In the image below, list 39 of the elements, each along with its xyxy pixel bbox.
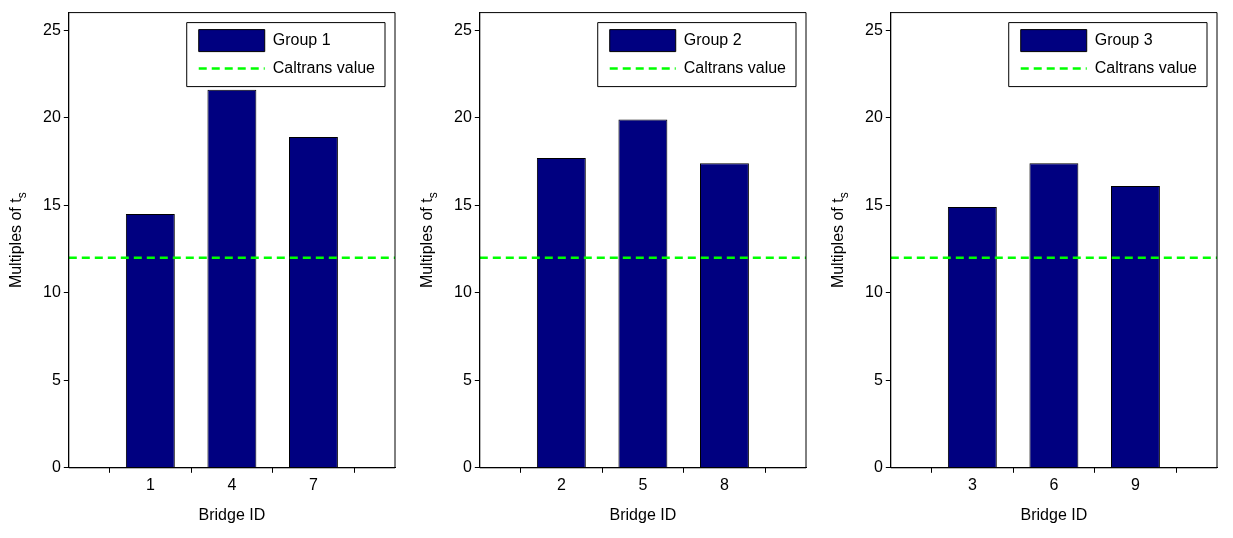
x-tick-label: 1 — [145, 475, 155, 493]
legend-label: Group 3 — [1094, 31, 1153, 49]
x-tick-label: 6 — [1049, 475, 1059, 493]
y-tick-label: 0 — [462, 458, 472, 476]
y-axis-title: Multiples of ts — [829, 192, 851, 289]
legend-label: Caltrans value — [1094, 59, 1198, 77]
y-tick-label: 0 — [51, 458, 61, 476]
y-tick-label: 15 — [454, 195, 472, 213]
y-tick-label: 25 — [43, 20, 61, 38]
y-axis-title: Multiples of ts — [7, 192, 29, 289]
y-tick-label: 25 — [454, 20, 472, 38]
legend-label: Caltrans value — [683, 59, 787, 77]
x-tick-label: 5 — [638, 475, 648, 493]
x-tick-label: 2 — [556, 475, 566, 493]
y-tick-label: 25 — [865, 20, 883, 38]
y-tick-label: 0 — [873, 458, 883, 476]
y-axis-title: Multiples of ts — [418, 192, 440, 289]
y-tick-label: 5 — [873, 370, 883, 388]
x-axis-title: Bridge ID — [1020, 506, 1088, 524]
y-tick-label: 20 — [43, 108, 61, 126]
y-tick-label: 15 — [865, 195, 883, 213]
x-tick-label: 9 — [1131, 475, 1140, 493]
y-tick-label: 20 — [865, 108, 883, 126]
legend-label: Group 1 — [272, 31, 331, 49]
x-tick-label: 7 — [309, 475, 318, 493]
x-tick-label: 4 — [227, 475, 237, 493]
legend-label: Caltrans value — [272, 59, 376, 77]
y-tick-label: 10 — [43, 283, 61, 301]
y-tick-label: 10 — [865, 283, 883, 301]
x-axis-title: Bridge ID — [609, 506, 677, 524]
legend-label: Group 2 — [683, 31, 742, 49]
y-tick-label: 5 — [51, 370, 61, 388]
y-tick-label: 15 — [43, 195, 61, 213]
y-tick-label: 10 — [454, 283, 472, 301]
x-axis-title: Bridge ID — [198, 506, 266, 524]
y-tick-label: 5 — [462, 370, 472, 388]
y-tick-label: 20 — [454, 108, 472, 126]
x-tick-label: 3 — [967, 475, 977, 493]
x-tick-label: 8 — [720, 475, 729, 493]
